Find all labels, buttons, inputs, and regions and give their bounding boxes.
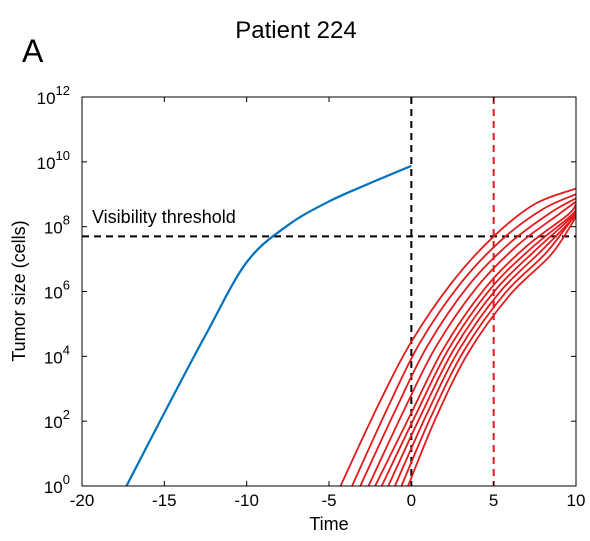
x-tick-label: -15 (152, 491, 177, 510)
y-tick-label: 108 (44, 213, 70, 238)
annotations: Visibility threshold (92, 207, 236, 227)
y-tick-label: 1010 (37, 148, 70, 173)
red-curve-1 (351, 193, 576, 486)
chart-title: Patient 224 (235, 17, 356, 44)
red-curve-0 (339, 187, 576, 486)
x-tick-label: -5 (321, 491, 336, 510)
red-curve-6 (387, 208, 576, 486)
y-tick-label: 100 (44, 472, 70, 497)
visibility-threshold-label: Visibility threshold (92, 207, 236, 227)
red-curve-2 (359, 197, 576, 486)
y-tick-label: 104 (44, 342, 70, 367)
plot-area: Visibility threshold (82, 97, 576, 486)
series-line-0 (125, 164, 412, 486)
y-tick-label: 1012 (37, 83, 70, 108)
x-axis-label: Time (309, 514, 348, 534)
red-curve-3 (367, 200, 576, 486)
x-axis: -20 -15 -10 -5 0 5 10 (70, 97, 586, 510)
x-tick-label: 10 (567, 491, 586, 510)
y-tick-label: 106 (44, 278, 70, 303)
x-tick-label: 0 (407, 491, 416, 510)
panel-label: A (22, 33, 44, 69)
x-tick-label: 5 (489, 491, 498, 510)
red-curve-9 (407, 216, 576, 486)
y-axis: 100 102 104 106 108 1010 1012 (37, 83, 576, 497)
red-curve-4 (374, 203, 576, 486)
curves (125, 164, 576, 486)
x-tick-label: -20 (70, 491, 95, 510)
y-axis-label: Tumor size (cells) (9, 220, 29, 361)
y-tick-label: 102 (44, 407, 70, 432)
red-curve-8 (400, 213, 576, 486)
red-curve-5 (380, 206, 576, 486)
x-tick-label: -10 (234, 491, 259, 510)
